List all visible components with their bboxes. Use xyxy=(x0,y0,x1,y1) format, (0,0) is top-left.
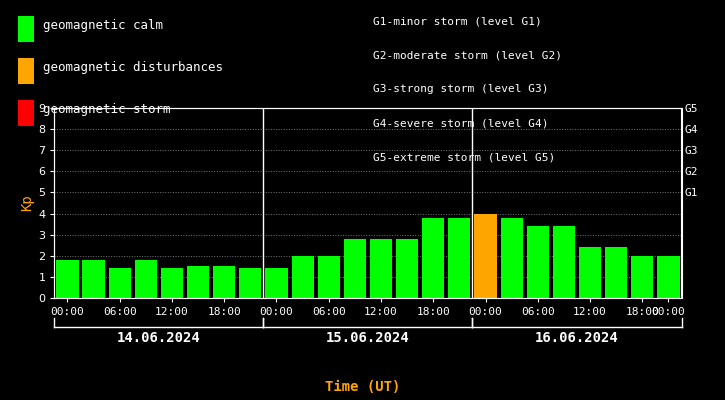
Text: geomagnetic disturbances: geomagnetic disturbances xyxy=(43,60,223,74)
Text: G1-minor storm (level G1): G1-minor storm (level G1) xyxy=(373,16,542,26)
Bar xyxy=(344,239,366,298)
Bar xyxy=(135,260,157,298)
Bar xyxy=(83,260,104,298)
Bar xyxy=(448,218,471,298)
Bar xyxy=(109,268,130,298)
Text: geomagnetic storm: geomagnetic storm xyxy=(43,102,170,116)
Bar xyxy=(370,239,392,298)
Text: geomagnetic calm: geomagnetic calm xyxy=(43,18,163,32)
Bar xyxy=(187,266,210,298)
Text: G5-extreme storm (level G5): G5-extreme storm (level G5) xyxy=(373,152,555,162)
Text: 14.06.2024: 14.06.2024 xyxy=(117,331,201,345)
Bar xyxy=(579,247,601,298)
Y-axis label: Kp: Kp xyxy=(20,195,34,211)
Bar xyxy=(526,226,549,298)
Text: G3-strong storm (level G3): G3-strong storm (level G3) xyxy=(373,84,549,94)
Bar xyxy=(265,268,288,298)
Bar xyxy=(291,256,314,298)
Bar xyxy=(396,239,418,298)
Bar xyxy=(500,218,523,298)
Text: Time (UT): Time (UT) xyxy=(325,380,400,394)
Bar xyxy=(213,266,236,298)
Bar xyxy=(318,256,340,298)
Bar xyxy=(239,268,262,298)
Text: G2-moderate storm (level G2): G2-moderate storm (level G2) xyxy=(373,50,563,60)
Bar xyxy=(552,226,575,298)
Text: G4-severe storm (level G4): G4-severe storm (level G4) xyxy=(373,118,549,128)
Bar xyxy=(161,268,183,298)
Bar xyxy=(605,247,627,298)
Bar xyxy=(658,256,679,298)
Bar xyxy=(422,218,444,298)
Text: 16.06.2024: 16.06.2024 xyxy=(535,331,619,345)
Bar xyxy=(57,260,78,298)
Text: 15.06.2024: 15.06.2024 xyxy=(326,331,410,345)
Bar xyxy=(474,214,497,298)
Bar xyxy=(631,256,653,298)
